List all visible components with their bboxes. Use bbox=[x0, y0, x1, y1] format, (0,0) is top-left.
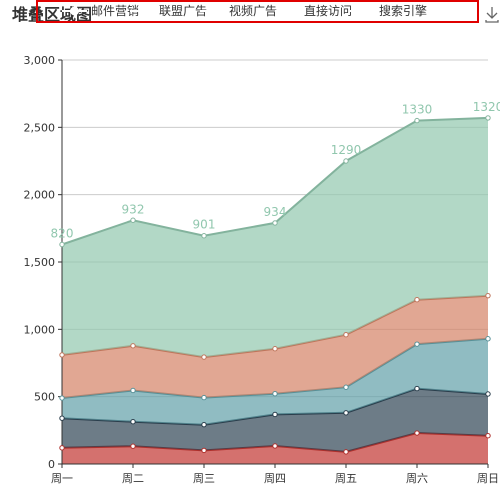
data-label: 934 bbox=[264, 205, 287, 219]
y-tick-label: 1,000 bbox=[24, 323, 56, 336]
data-labels: 820 932 901 934 1290 1330 1320 bbox=[51, 100, 500, 241]
legend-marker bbox=[138, 6, 147, 16]
data-point[interactable] bbox=[59, 241, 65, 248]
legend-label: 联盟广告 bbox=[159, 4, 207, 18]
legend-item-邮件营销[interactable]: 邮件营销 bbox=[62, 4, 139, 18]
legend-label: 邮件营销 bbox=[91, 4, 139, 18]
legend-item-搜索引擎[interactable]: 搜索引擎 bbox=[350, 3, 427, 18]
area-直接访问 bbox=[62, 295, 488, 398]
y-tick-label: 1,500 bbox=[24, 256, 56, 269]
data-point[interactable] bbox=[201, 394, 207, 401]
legend-item-联盟广告[interactable]: 联盟广告 bbox=[130, 4, 207, 18]
x-tick-label: 周日 bbox=[477, 472, 499, 485]
data-label: 901 bbox=[193, 218, 216, 232]
data-point[interactable] bbox=[414, 297, 420, 303]
data-point[interactable] bbox=[201, 233, 207, 239]
data-point[interactable] bbox=[414, 117, 420, 124]
data-point[interactable] bbox=[59, 445, 65, 451]
data-point[interactable] bbox=[343, 158, 349, 164]
legend-item-直接访问[interactable]: 直接访问 bbox=[275, 3, 352, 18]
data-point[interactable] bbox=[414, 341, 420, 347]
data-label: 1290 bbox=[331, 143, 362, 157]
data-point[interactable] bbox=[485, 433, 491, 439]
data-point[interactable] bbox=[343, 332, 349, 338]
data-label: 1330 bbox=[402, 103, 433, 117]
data-point[interactable] bbox=[343, 410, 349, 416]
x-tick-label: 周一 bbox=[51, 472, 73, 485]
data-point[interactable] bbox=[130, 419, 136, 425]
data-point[interactable] bbox=[272, 220, 278, 226]
legend-marker bbox=[283, 6, 292, 16]
data-point[interactable] bbox=[343, 449, 349, 455]
data-point[interactable] bbox=[130, 443, 136, 449]
data-point[interactable] bbox=[485, 391, 491, 397]
data-label: 820 bbox=[51, 226, 74, 240]
data-point[interactable] bbox=[485, 292, 491, 299]
x-tick-label: 周六 bbox=[406, 472, 428, 485]
data-point[interactable] bbox=[201, 354, 207, 360]
data-point[interactable] bbox=[414, 430, 420, 436]
y-tick-label: 0 bbox=[48, 458, 55, 471]
data-point[interactable] bbox=[414, 385, 420, 392]
data-point[interactable] bbox=[201, 421, 207, 428]
data-point[interactable] bbox=[59, 415, 65, 421]
download-icon[interactable] bbox=[485, 7, 499, 23]
legend-item-视频广告[interactable]: 视频广告 bbox=[200, 3, 277, 18]
data-point[interactable] bbox=[201, 447, 207, 454]
data-point[interactable] bbox=[272, 411, 278, 418]
legend-marker bbox=[358, 6, 367, 16]
data-point[interactable] bbox=[130, 343, 136, 349]
y-tick-label: 2,500 bbox=[24, 121, 56, 134]
x-tick-label: 周二 bbox=[122, 472, 144, 485]
area-联盟广告 bbox=[62, 388, 488, 452]
legend: 邮件营销 联盟广告 视频广告 直接访问 搜索引擎 bbox=[62, 3, 427, 18]
legend-label: 搜索引擎 bbox=[379, 3, 427, 18]
legend-marker bbox=[70, 6, 79, 16]
data-point[interactable] bbox=[485, 336, 491, 342]
x-tick-label: 周五 bbox=[335, 472, 357, 485]
data-point[interactable] bbox=[272, 443, 278, 449]
data-point[interactable] bbox=[59, 352, 65, 358]
data-point[interactable] bbox=[343, 384, 349, 390]
data-point[interactable] bbox=[272, 391, 278, 397]
plot-points bbox=[59, 115, 491, 455]
data-point[interactable] bbox=[59, 395, 65, 401]
data-point[interactable] bbox=[130, 387, 136, 394]
data-point[interactable] bbox=[272, 346, 278, 352]
area-视频广告 bbox=[62, 338, 488, 425]
y-tick-label: 500 bbox=[34, 391, 55, 404]
x-tick-label: 周三 bbox=[193, 472, 215, 485]
data-label: 1320 bbox=[473, 100, 500, 114]
axes: 0 500 1,000 1,500 2,000 2,500 3,000 周一 周二 周三 周四 周五 周… bbox=[24, 54, 500, 485]
y-tick-label: 2,000 bbox=[24, 189, 56, 202]
legend-label: 直接访问 bbox=[304, 3, 352, 18]
data-point[interactable] bbox=[130, 217, 136, 223]
y-tick-label: 3,000 bbox=[24, 54, 56, 67]
legend-label: 视频广告 bbox=[229, 3, 277, 18]
data-label: 932 bbox=[122, 202, 145, 216]
x-tick-label: 周四 bbox=[264, 472, 286, 485]
legend-marker bbox=[208, 6, 217, 16]
data-point[interactable] bbox=[485, 115, 491, 121]
legend-highlight-border bbox=[36, 0, 479, 23]
area-搜索引擎 bbox=[62, 117, 488, 358]
